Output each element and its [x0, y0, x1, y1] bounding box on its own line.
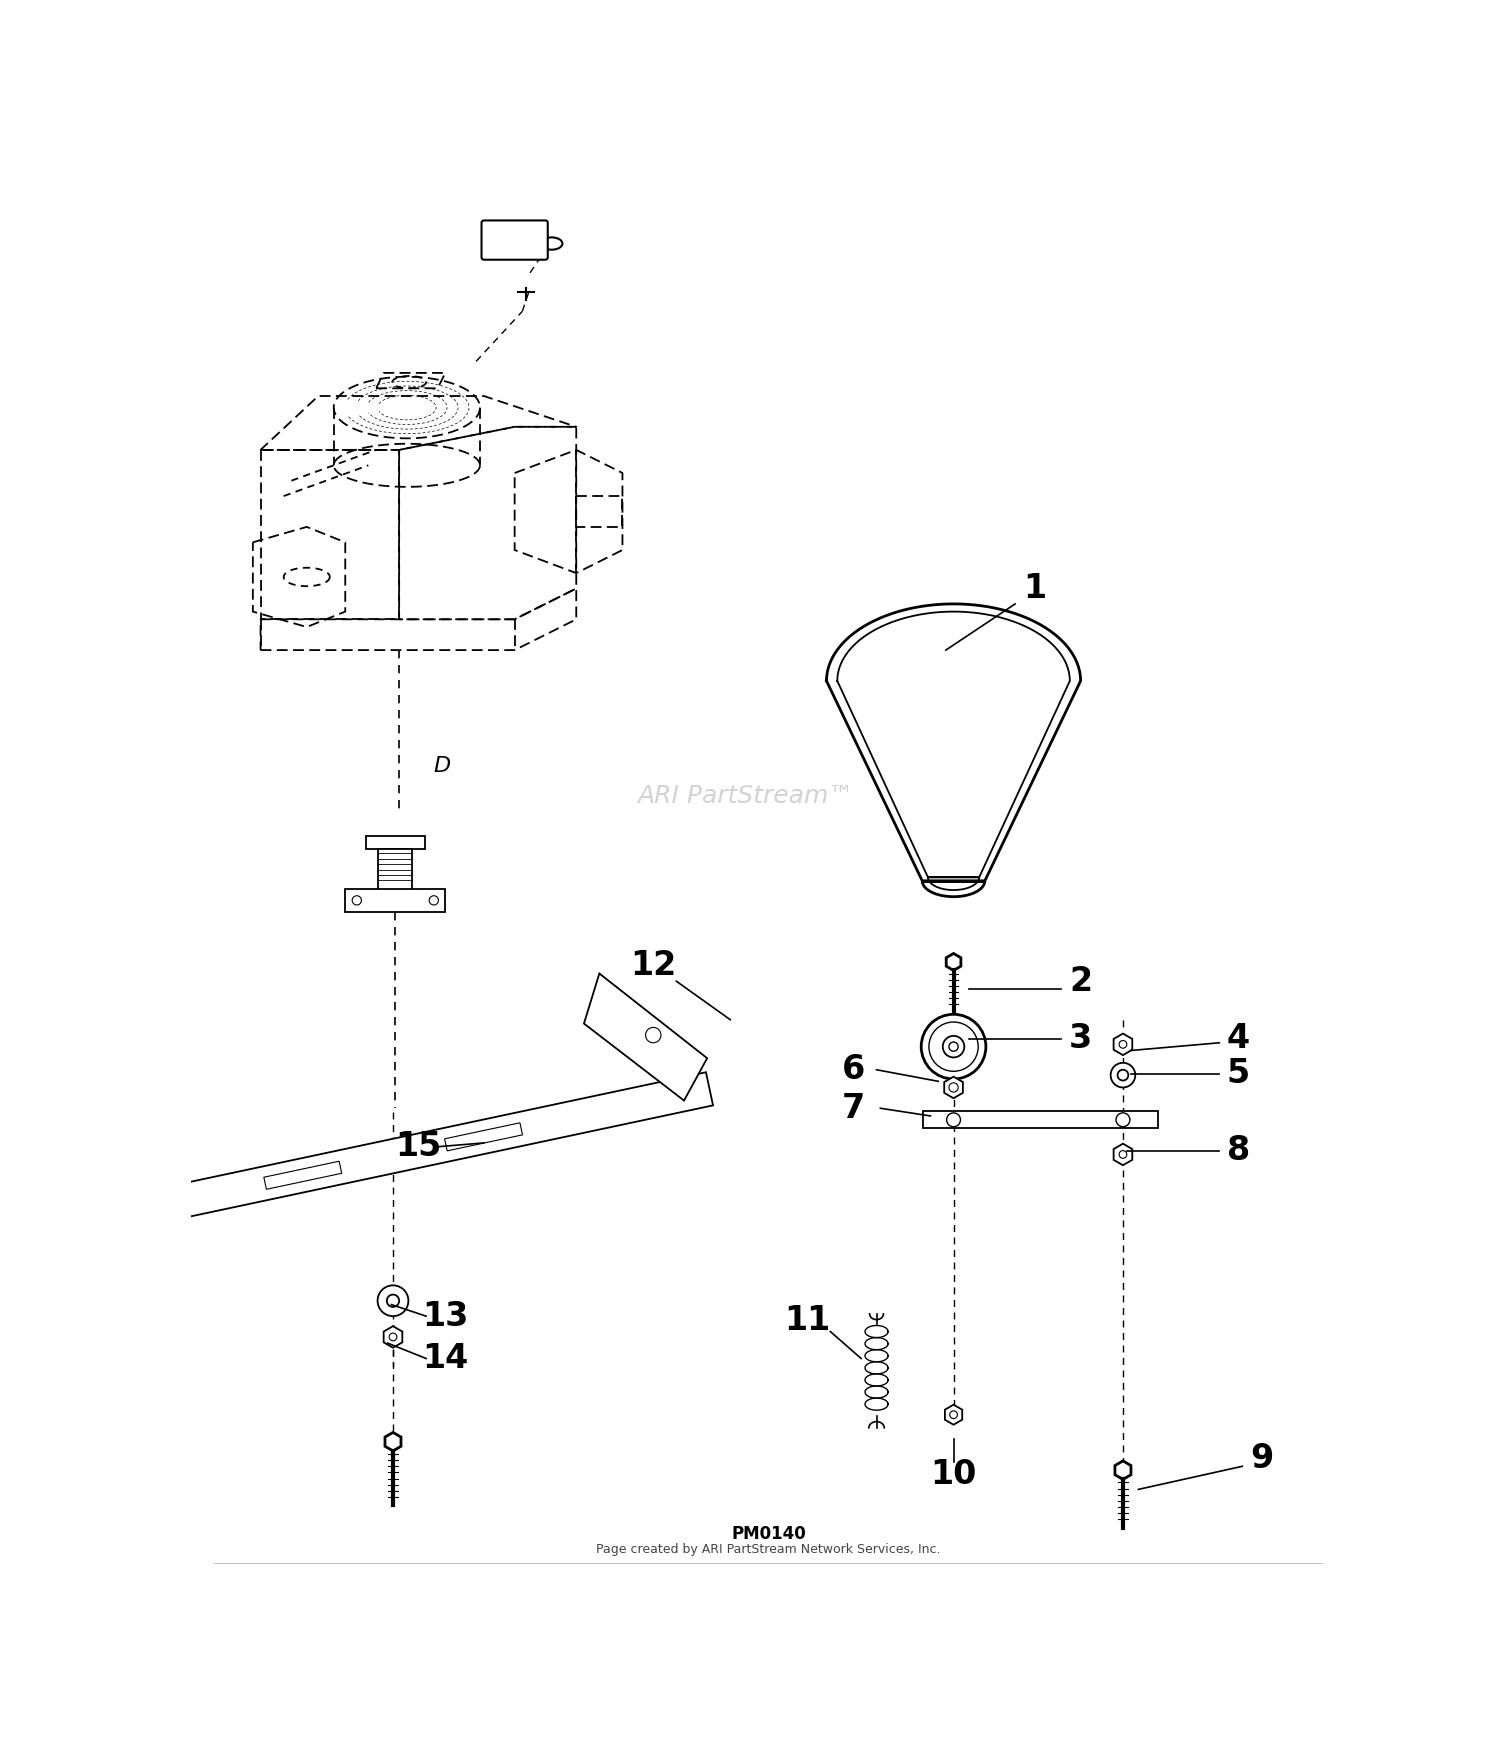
Ellipse shape — [542, 238, 562, 250]
Circle shape — [950, 1412, 957, 1419]
Text: PM0140: PM0140 — [732, 1526, 806, 1544]
Circle shape — [1119, 1151, 1126, 1158]
Circle shape — [352, 896, 362, 905]
Polygon shape — [88, 1072, 712, 1237]
FancyBboxPatch shape — [345, 889, 445, 912]
Polygon shape — [1114, 1461, 1131, 1480]
Circle shape — [950, 1042, 958, 1051]
FancyBboxPatch shape — [378, 848, 412, 891]
Text: 5: 5 — [1227, 1058, 1250, 1089]
Text: 10: 10 — [930, 1457, 976, 1491]
Polygon shape — [386, 1433, 400, 1450]
Polygon shape — [584, 973, 706, 1100]
Circle shape — [1119, 1040, 1126, 1049]
Text: Page created by ARI PartStream Network Services, Inc.: Page created by ARI PartStream Network S… — [597, 1544, 940, 1556]
Polygon shape — [1113, 1144, 1132, 1165]
Text: 6: 6 — [842, 1052, 866, 1086]
Circle shape — [944, 1037, 964, 1058]
Text: 7: 7 — [842, 1091, 866, 1125]
Circle shape — [950, 1082, 958, 1091]
FancyBboxPatch shape — [482, 220, 548, 260]
Circle shape — [378, 1285, 408, 1316]
Text: 9: 9 — [1250, 1441, 1274, 1475]
Circle shape — [1118, 1070, 1128, 1081]
Polygon shape — [944, 1077, 963, 1098]
Text: 4: 4 — [1227, 1023, 1250, 1056]
Circle shape — [928, 1023, 978, 1072]
Polygon shape — [945, 1404, 962, 1426]
Text: 12: 12 — [630, 949, 676, 982]
FancyBboxPatch shape — [922, 1111, 1158, 1128]
Circle shape — [387, 1295, 399, 1308]
Circle shape — [946, 1112, 960, 1126]
Text: 13: 13 — [422, 1299, 468, 1332]
Text: D: D — [433, 755, 451, 776]
Text: 3: 3 — [1070, 1023, 1092, 1056]
Polygon shape — [384, 1327, 402, 1348]
Text: 11: 11 — [784, 1304, 831, 1336]
Polygon shape — [827, 604, 1080, 896]
Circle shape — [388, 1332, 398, 1341]
Circle shape — [1110, 1063, 1136, 1088]
Polygon shape — [946, 954, 962, 970]
Text: 8: 8 — [1227, 1133, 1250, 1167]
Text: 15: 15 — [394, 1130, 441, 1163]
Polygon shape — [264, 1162, 342, 1190]
Text: ARI PartStream™: ARI PartStream™ — [638, 785, 854, 808]
FancyBboxPatch shape — [366, 836, 424, 848]
Circle shape — [645, 1028, 662, 1042]
Circle shape — [1116, 1112, 1130, 1126]
Polygon shape — [444, 1123, 522, 1151]
Circle shape — [921, 1014, 986, 1079]
Text: 1: 1 — [1023, 572, 1046, 605]
Circle shape — [429, 896, 438, 905]
Text: 2: 2 — [1070, 964, 1092, 998]
Polygon shape — [1113, 1033, 1132, 1056]
Text: 14: 14 — [422, 1341, 468, 1375]
